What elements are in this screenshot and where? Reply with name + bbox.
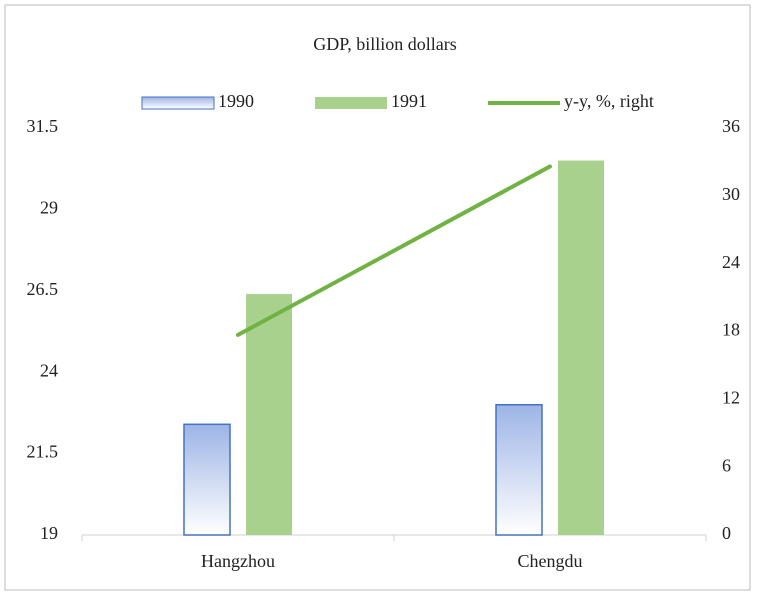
y2-tick-label: 0	[722, 523, 731, 543]
legend-swatch	[315, 97, 387, 109]
y-tick-label: 26.5	[27, 279, 59, 299]
y-tick-label: 19	[40, 523, 58, 543]
y-tick-label: 31.5	[27, 116, 59, 136]
y-tick-label: 21.5	[27, 442, 59, 462]
y2-tick-label: 6	[722, 455, 731, 475]
x-tick-label: Hangzhou	[201, 551, 275, 571]
line-series	[236, 164, 552, 337]
bar	[246, 294, 292, 535]
x-tick-label: Chengdu	[518, 551, 583, 571]
chart-title: GDP, billion dollars	[313, 34, 457, 54]
bar	[495, 404, 543, 536]
y-tick-label: 24	[40, 360, 58, 380]
legend-label: y-y, %, right	[564, 91, 654, 111]
legend-label: 1990	[218, 91, 254, 111]
legend-label: 1991	[391, 91, 427, 111]
y2-tick-label: 12	[722, 387, 740, 407]
y2-tick-label: 18	[722, 320, 740, 340]
y2-tick-label: 30	[722, 184, 740, 204]
legend-swatch	[141, 96, 215, 110]
y-tick-label: 29	[40, 198, 58, 218]
y2-tick-label: 24	[722, 252, 740, 272]
y2-tick-label: 36	[722, 116, 740, 136]
bar	[558, 160, 604, 535]
bar	[183, 423, 231, 536]
